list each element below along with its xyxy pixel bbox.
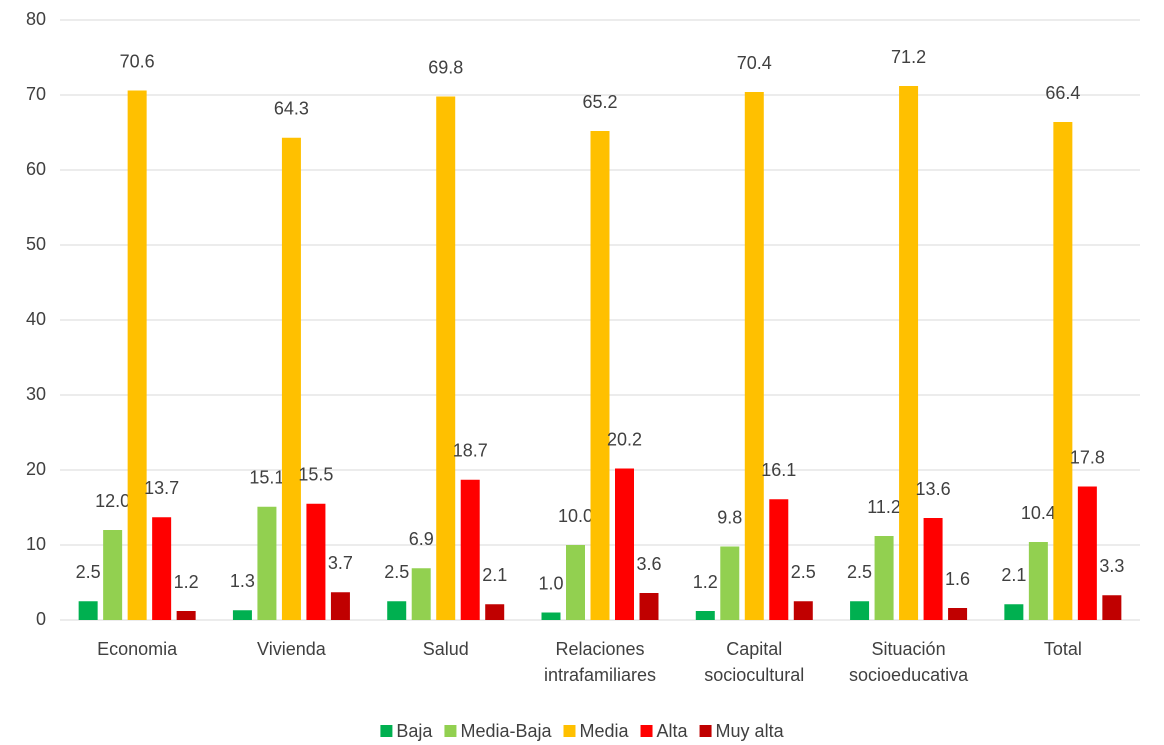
- data-label: 6.9: [409, 529, 434, 549]
- bar: [127, 90, 147, 620]
- legend-swatch: [444, 725, 457, 737]
- legend: Baja Media-Baja Media Alta Muy alta: [380, 721, 785, 741]
- data-label: 2.5: [76, 562, 101, 582]
- y-tick-label: 10: [26, 534, 46, 554]
- bar: [1053, 122, 1073, 620]
- data-label: 2.5: [847, 562, 872, 582]
- x-tick-label: Relaciones intrafamiliares: [544, 639, 656, 685]
- bar: [485, 604, 505, 620]
- data-label: 2.5: [791, 562, 816, 582]
- bar: [436, 96, 456, 620]
- data-label: 11.2: [867, 497, 901, 517]
- data-label: 15.1: [249, 468, 284, 488]
- data-label: 1.6: [945, 569, 970, 589]
- data-label: 1.0: [538, 573, 563, 593]
- data-label: 13.7: [144, 478, 179, 498]
- y-tick-label: 50: [26, 234, 46, 254]
- data-label: 71.2: [891, 47, 926, 67]
- bar: [590, 131, 610, 620]
- data-label: 16.1: [761, 460, 796, 480]
- legend-label: Media-Baja: [460, 721, 552, 741]
- bar: [793, 601, 813, 620]
- bar: [281, 137, 301, 620]
- legend-swatch: [380, 725, 393, 737]
- legend-label: Media: [579, 721, 629, 741]
- bar: [152, 517, 172, 620]
- data-label: 1.2: [693, 572, 718, 592]
- legend-swatch: [699, 725, 712, 737]
- data-label: 65.2: [582, 92, 617, 112]
- y-tick-label: 20: [26, 459, 46, 479]
- x-tick-label: Vivienda: [257, 639, 327, 659]
- data-label: 66.4: [1045, 83, 1080, 103]
- data-label: 3.6: [636, 554, 661, 574]
- bar: [874, 536, 894, 620]
- bar: [1004, 604, 1024, 620]
- bar: [850, 601, 870, 620]
- y-tick-label: 80: [26, 9, 46, 29]
- bar: [411, 568, 431, 620]
- bar: [769, 499, 789, 620]
- data-label: 9.8: [717, 507, 742, 527]
- data-label: 15.5: [298, 465, 333, 485]
- x-tick-label: Situación socioeducativa: [849, 639, 969, 685]
- legend-label: Baja: [396, 721, 433, 741]
- bar: [695, 611, 715, 620]
- data-label: 3.3: [1099, 556, 1124, 576]
- bar: [744, 92, 764, 620]
- legend-swatch: [563, 725, 576, 737]
- data-label: 70.4: [737, 53, 772, 73]
- data-label: 1.2: [174, 572, 199, 592]
- bar: [330, 592, 350, 620]
- bar: [176, 611, 196, 620]
- data-label: 70.6: [120, 51, 155, 71]
- bar: [78, 601, 98, 620]
- data-label: 64.3: [274, 99, 309, 119]
- bar: [615, 468, 634, 620]
- bar: [387, 601, 407, 620]
- bar: [1077, 486, 1097, 620]
- data-label: 20.2: [607, 429, 642, 449]
- bar: [720, 546, 740, 620]
- bar: [566, 545, 585, 620]
- x-tick-label: Capital sociocultural: [704, 639, 804, 685]
- data-label: 2.1: [482, 565, 507, 585]
- y-tick-label: 60: [26, 159, 46, 179]
- bar: [306, 503, 326, 620]
- data-label: 10.4: [1021, 503, 1056, 523]
- y-tick-label: 30: [26, 384, 46, 404]
- data-label: 69.8: [428, 57, 463, 77]
- bar: [639, 593, 659, 620]
- bar: [541, 612, 561, 620]
- bar: [103, 530, 123, 620]
- bar: [1102, 595, 1122, 620]
- x-tick-label: Economia: [97, 639, 178, 659]
- legend-swatch: [640, 725, 653, 737]
- x-tick-label: Total: [1044, 639, 1082, 659]
- bar: [899, 86, 919, 620]
- data-label: 10.0: [558, 506, 593, 526]
- y-tick-label: 40: [26, 309, 46, 329]
- data-label: 13.6: [916, 479, 951, 499]
- bar: [460, 479, 480, 620]
- data-label: 2.5: [384, 562, 409, 582]
- data-label: 18.7: [453, 441, 488, 461]
- legend-label: Alta: [657, 721, 689, 741]
- data-label: 12.0: [95, 491, 130, 511]
- bar: [948, 608, 968, 620]
- data-label: 17.8: [1070, 447, 1105, 467]
- data-label: 3.7: [328, 553, 353, 573]
- data-label: 2.1: [1001, 565, 1026, 585]
- bar: [232, 610, 252, 620]
- legend-label: Muy alta: [716, 721, 785, 741]
- y-tick-label: 0: [36, 609, 46, 629]
- y-tick-label: 70: [26, 84, 46, 104]
- x-tick-label: Salud: [423, 639, 469, 659]
- bar: [257, 506, 277, 620]
- bar: [923, 518, 943, 620]
- bar: [1028, 542, 1048, 620]
- data-label: 1.3: [230, 571, 255, 591]
